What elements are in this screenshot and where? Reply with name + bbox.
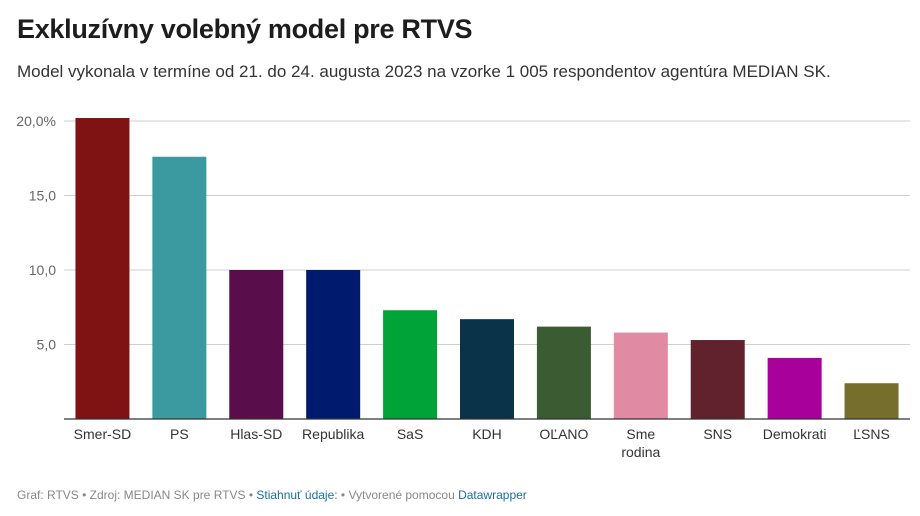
bar — [306, 270, 361, 419]
bar — [767, 357, 822, 419]
bar — [75, 118, 130, 420]
bar — [460, 319, 514, 419]
x-tick-label: OĽANO — [539, 426, 588, 442]
x-tick-label: SNS — [703, 426, 732, 442]
download-data-link[interactable]: Stiahnuť údaje: — [256, 488, 338, 502]
bar — [383, 310, 438, 419]
x-tick-label: Demokrati — [763, 426, 827, 442]
y-tick-label: 15,0 — [29, 188, 56, 204]
datawrapper-link[interactable]: Datawrapper — [458, 488, 527, 502]
chart-footer: Graf: RTVS • Zdroj: MEDIAN SK pre RTVS •… — [17, 488, 527, 502]
bar — [613, 332, 668, 419]
footer-credit: Graf: RTVS • Zdroj: MEDIAN SK pre RTVS • — [17, 488, 257, 502]
x-tick-label: PS — [170, 426, 189, 442]
bar — [536, 326, 591, 419]
x-tick-label: Hlas-SD — [230, 426, 282, 442]
y-tick-label: 20,0% — [16, 113, 56, 129]
x-tick-label: rodina — [621, 444, 660, 460]
x-tick-label: Republika — [302, 426, 364, 442]
bar — [229, 270, 284, 419]
footer-created-with: • Vytvorené pomocou — [337, 488, 459, 502]
y-tick-label: 10,0 — [29, 262, 56, 278]
x-tick-label: ĽSNS — [853, 426, 890, 442]
chart-title: Exkluzívny volebný model pre RTVS — [17, 14, 473, 44]
chart-subtitle: Model vykonala v termíne od 21. do 24. a… — [17, 62, 831, 81]
bar-chart: 20,0% 15,0 10,0 5,0 Smer-SD PS Hlas-SD Republik… — [16, 113, 910, 460]
y-tick-label: 5,0 — [37, 337, 57, 353]
x-tick-label: Smer-SD — [74, 426, 132, 442]
x-tick-label: KDH — [472, 426, 502, 442]
bar — [844, 383, 899, 419]
x-tick-label: SaS — [397, 426, 423, 442]
bar — [152, 156, 207, 419]
bar — [690, 340, 745, 419]
x-tick-label: Sme — [626, 426, 655, 442]
